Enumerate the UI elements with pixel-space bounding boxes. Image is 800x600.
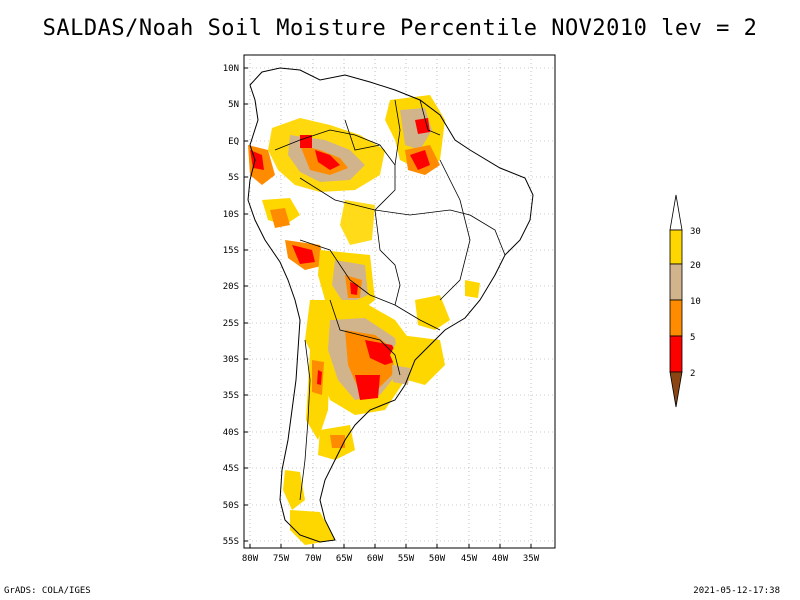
latitude-tick-label: 50S xyxy=(223,501,239,511)
latitude-tick-label: 20S xyxy=(223,282,239,292)
south-america-outline xyxy=(247,67,534,543)
latitude-tick-label: 10N xyxy=(223,64,239,74)
footer-timestamp: 2021-05-12-17:38 xyxy=(693,586,780,596)
legend-label: 5 xyxy=(690,333,695,343)
longitude-tick-labels: 80W 75W 70W 65W 60W 55W 50W 45W 40W 35W xyxy=(242,544,540,564)
longitude-tick-label: 55W xyxy=(398,554,415,564)
legend-swatch-2-5 xyxy=(669,335,683,373)
latitude-tick-label: 30S xyxy=(223,355,239,365)
footer-credit: GrADS: COLA/IGES xyxy=(4,586,91,596)
latitude-tick-label: 45S xyxy=(223,464,239,474)
longitude-tick-label: 40W xyxy=(492,554,509,564)
latitude-tick-label: 55S xyxy=(223,537,239,547)
legend-swatch-above-30 xyxy=(669,194,683,231)
longitude-tick-label: 60W xyxy=(367,554,384,564)
latitude-tick-label: 40S xyxy=(223,428,239,438)
latitude-tick-label: 15S xyxy=(223,246,239,256)
latitude-tick-label: 5S xyxy=(228,173,239,183)
legend-colorbar: 30 20 10 5 2 xyxy=(669,194,701,408)
longitude-tick-label: 50W xyxy=(429,554,446,564)
latitude-tick-label: 35S xyxy=(223,391,239,401)
longitude-tick-label: 75W xyxy=(273,554,290,564)
longitude-tick-label: 70W xyxy=(305,554,322,564)
legend-swatch-below-2 xyxy=(669,371,683,408)
legend-label: 20 xyxy=(690,261,701,271)
legend-label: 10 xyxy=(690,297,701,307)
page-title: SALDAS/Noah Soil Moisture Percentile NOV… xyxy=(42,16,758,41)
legend-swatch-5-10 xyxy=(669,299,683,337)
latitude-tick-label: EQ xyxy=(228,137,239,147)
longitude-tick-label: 80W xyxy=(242,554,259,564)
legend-swatch-20-30 xyxy=(669,229,683,265)
latitude-tick-label: 5N xyxy=(228,100,239,110)
country-borders xyxy=(274,99,506,501)
longitude-tick-label: 65W xyxy=(336,554,353,564)
latitude-tick-labels: 10N 5N EQ 5S 10S 15S 20S 25S 30S 35S 40S 45S 50S 55S xyxy=(223,64,248,547)
longitude-tick-label: 35W xyxy=(523,554,540,564)
latitude-tick-label: 10S xyxy=(223,210,239,220)
legend-label: 30 xyxy=(690,227,701,237)
legend-swatch-10-20 xyxy=(669,263,683,301)
latitude-tick-label: 25S xyxy=(223,319,239,329)
longitude-tick-label: 45W xyxy=(461,554,478,564)
legend-label: 2 xyxy=(690,369,695,379)
